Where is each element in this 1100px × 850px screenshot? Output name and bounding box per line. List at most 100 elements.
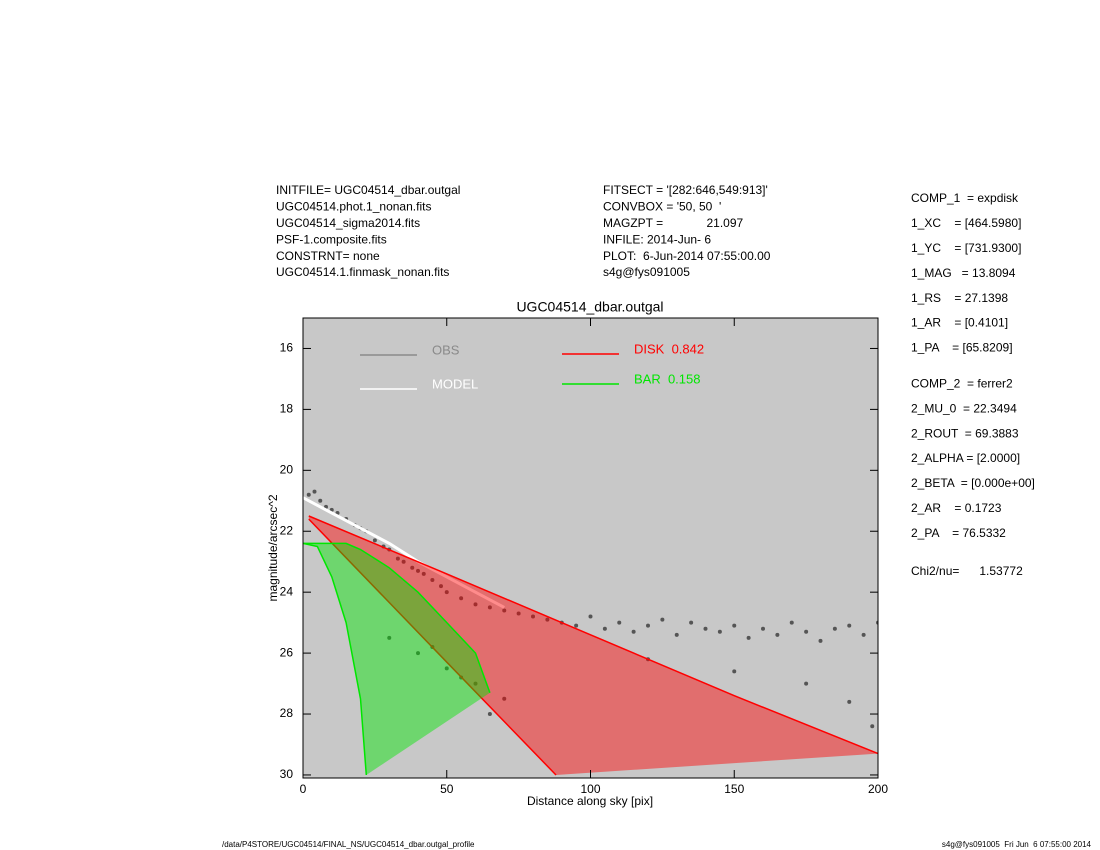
obs-point (318, 498, 323, 503)
obs-point (502, 696, 507, 701)
parameter-line: 1_RS = 27.1398 (911, 291, 1008, 305)
obs-point (717, 629, 722, 634)
header-middle-line: s4g@fys091005 (603, 265, 690, 279)
obs-point (646, 623, 650, 628)
obs-point (545, 617, 550, 622)
parameter-line: 2_MU_0 = 22.3494 (911, 401, 1017, 415)
parameter-line: 1_YC = [731.9300] (911, 241, 1021, 255)
obs-point (732, 669, 737, 674)
legend-label: BAR 0.158 (634, 371, 701, 386)
header-middle-line: MAGZPT = 21.097 (603, 216, 743, 230)
x-axis-label: Distance along sky [pix] (527, 794, 653, 808)
y-tick-label: 30 (280, 767, 294, 781)
obs-point (410, 565, 415, 570)
header-middle-line: INFILE: 2014-Jun- 6 (603, 232, 711, 246)
y-tick-label: 22 (280, 523, 294, 537)
parameter-line: 1_MAG = 13.8094 (911, 266, 1016, 280)
x-tick-label: 200 (868, 782, 888, 796)
obs-point (473, 602, 478, 607)
component-band (303, 543, 490, 775)
model-line (303, 496, 506, 609)
obs-point (387, 635, 392, 640)
y-tick-label: 24 (280, 584, 294, 598)
obs-point (746, 635, 751, 640)
component-upper-edge (303, 542, 491, 693)
header-left-line: UGC04514_sigma2014.fits (276, 216, 420, 230)
x-tick-label: 100 (580, 782, 600, 796)
parameter-line: 2_PA = 76.5332 (911, 526, 1006, 540)
obs-point (775, 632, 780, 637)
parameter-line: 1_XC = [464.5980] (911, 216, 1021, 230)
obs-point (401, 559, 406, 564)
obs-point (312, 489, 317, 494)
obs-point (487, 605, 492, 610)
parameter-line: 1_AR = [0.4101] (911, 316, 1008, 330)
obs-point (870, 724, 875, 729)
legend-label: DISK 0.842 (634, 341, 704, 356)
footer-stamp: s4g@fys091005 Fri Jun 6 07:55:00 2014 (942, 840, 1092, 849)
obs-point (602, 626, 607, 631)
obs-point (703, 626, 708, 631)
y-tick-label: 18 (280, 402, 294, 416)
obs-point (861, 632, 866, 637)
y-axis-label: magnitude/arcsec^2 (266, 494, 280, 601)
obs-point (487, 712, 492, 717)
parameter-line: 2_AR = 0.1723 (911, 501, 1002, 515)
parameter-line: Chi2/nu= 1.53772 (911, 564, 1023, 578)
obs-point (631, 629, 636, 634)
obs-point (761, 626, 765, 631)
obs-point (459, 596, 464, 601)
parameter-line: COMP_2 = ferrer2 (911, 376, 1013, 390)
obs-point (689, 620, 694, 625)
obs-point (416, 651, 420, 656)
obs-point (832, 626, 837, 631)
header-left-line: PSF-1.composite.fits (276, 232, 387, 246)
obs-point (847, 623, 852, 628)
header-left-line: CONSTRNT= none (276, 249, 380, 263)
obs-point (847, 699, 852, 704)
header-middle-line: CONVBOX = '50, 50 ' (603, 200, 721, 214)
obs-point (473, 681, 478, 686)
obs-point (372, 538, 377, 543)
obs-point (789, 620, 794, 625)
obs-point (306, 492, 311, 497)
obs-point (439, 584, 443, 589)
legend-label: OBS (432, 342, 460, 357)
obs-point (660, 617, 665, 622)
header-middle-line: PLOT: 6-Jun-2014 07:55:00.00 (603, 249, 771, 263)
y-tick-label: 28 (280, 706, 294, 720)
x-tick-label: 0 (300, 782, 307, 796)
obs-point (732, 623, 737, 628)
obs-point (588, 614, 593, 619)
obs-point (818, 638, 823, 643)
y-tick-label: 20 (280, 462, 294, 476)
obs-point (574, 623, 579, 628)
parameter-line: 2_BETA = [0.000e+00] (911, 476, 1035, 490)
obs-point (421, 571, 426, 576)
obs-point (502, 608, 507, 613)
component-upper-edge (308, 515, 878, 755)
plot-marks (303, 489, 878, 776)
x-tick-label: 50 (440, 782, 454, 796)
obs-point (416, 568, 420, 573)
header-left-line: UGC04514.1.finmask_nonan.fits (276, 265, 449, 279)
chart-title: UGC04514_dbar.outgal (516, 299, 663, 315)
component-band (308, 516, 878, 775)
header-left-line: UGC04514.phot.1_nonan.fits (276, 200, 431, 214)
component-lower-edge (303, 542, 368, 776)
obs-point (516, 611, 521, 616)
obs-point (430, 577, 435, 582)
obs-point (444, 590, 449, 595)
legend-label: MODEL (432, 376, 478, 391)
obs-point (617, 620, 622, 625)
header-left-line: INITFILE= UGC04514_dbar.outgal (276, 183, 460, 197)
y-tick-label: 16 (280, 341, 294, 355)
parameter-line: 2_ALPHA = [2.0000] (911, 451, 1020, 465)
obs-point (804, 681, 809, 686)
parameter-line: COMP_1 = expdisk (911, 191, 1019, 205)
header-middle-line: FITSECT = '[282:646,549:913]' (603, 183, 768, 197)
obs-point (531, 614, 535, 619)
